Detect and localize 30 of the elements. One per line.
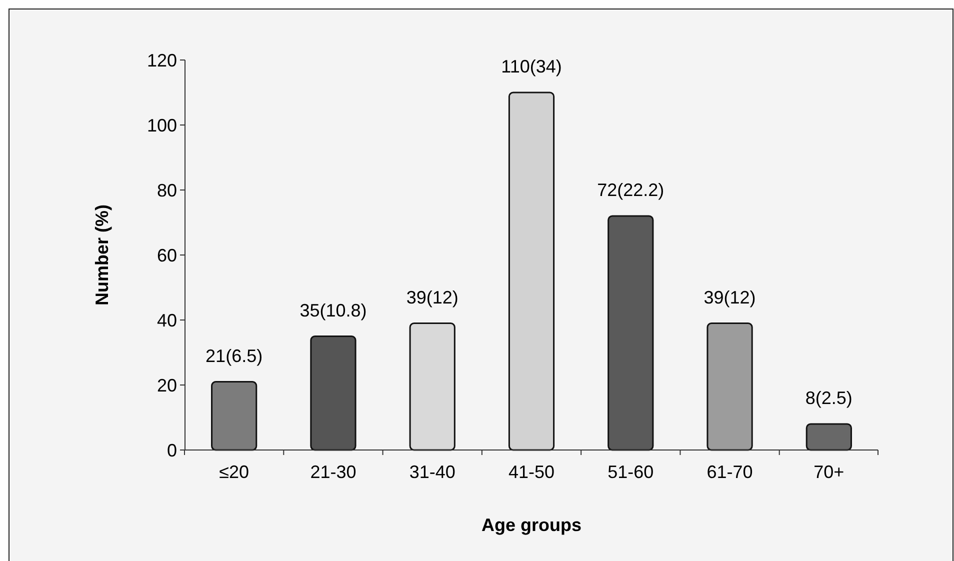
x-tick-label: 61-70 xyxy=(706,462,753,482)
x-axis-title: Age groups xyxy=(481,515,582,535)
data-label: 21(6.5) xyxy=(206,346,263,366)
y-tick-label: 0 xyxy=(166,440,177,460)
x-tick-label: 51-60 xyxy=(608,462,654,482)
y-tick-label: 40 xyxy=(156,310,177,330)
y-tick-label: 60 xyxy=(156,245,177,266)
bar xyxy=(409,322,456,451)
x-tick-label: ≤20 xyxy=(219,462,250,482)
bar xyxy=(608,215,654,451)
y-tick-label: 80 xyxy=(156,180,177,200)
data-label: 8(2.5) xyxy=(805,388,852,408)
x-tick-label: 21-30 xyxy=(310,462,356,482)
y-tick-label: 120 xyxy=(146,50,177,70)
bar xyxy=(211,381,258,451)
y-tick-label: 20 xyxy=(156,375,177,396)
data-label: 72(22.2) xyxy=(597,180,664,200)
bar xyxy=(508,92,555,451)
data-label: 110(34) xyxy=(501,56,562,76)
data-label: 39(12) xyxy=(704,287,756,308)
bar xyxy=(310,336,356,451)
data-label: 35(10.8) xyxy=(300,300,367,320)
bar xyxy=(706,322,753,451)
data-label: 39(12) xyxy=(406,287,458,308)
y-tick-label: 100 xyxy=(146,115,177,136)
y-axis-title: Number (%) xyxy=(92,204,112,306)
x-tick-label: 70+ xyxy=(814,462,844,482)
x-tick-label: 31-40 xyxy=(409,462,456,482)
x-tick-label: 41-50 xyxy=(508,462,555,482)
bar xyxy=(806,423,852,451)
